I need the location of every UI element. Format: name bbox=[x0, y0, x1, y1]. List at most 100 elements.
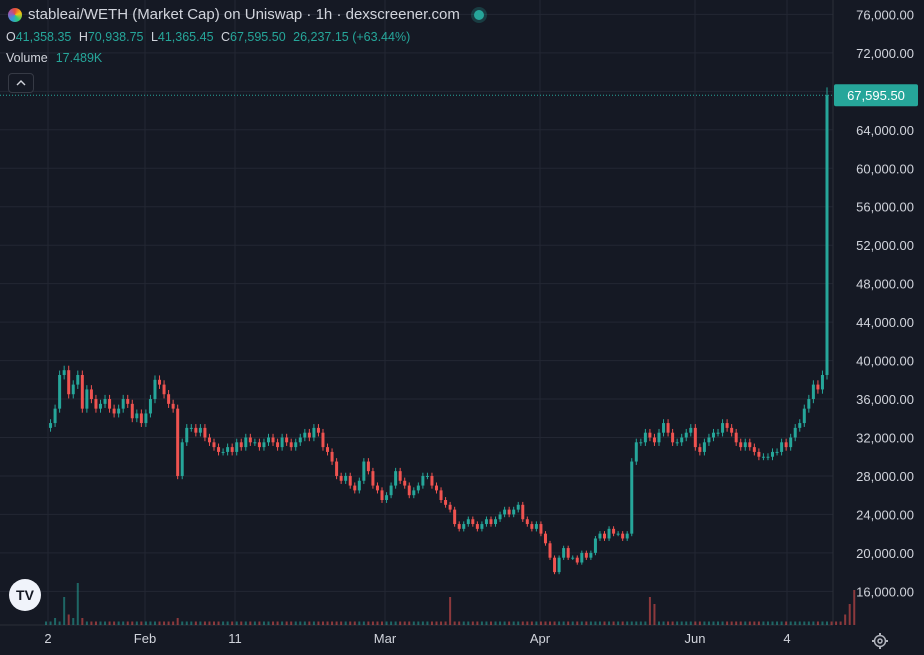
volume-bar bbox=[194, 621, 197, 625]
volume-bar bbox=[848, 604, 851, 625]
volume-bar bbox=[517, 621, 520, 625]
volume-bar bbox=[594, 621, 597, 625]
candle-body bbox=[548, 543, 552, 558]
candle-body bbox=[98, 403, 102, 409]
candle-body bbox=[802, 408, 806, 424]
volume-bar bbox=[580, 621, 583, 625]
volume-bar bbox=[135, 621, 138, 625]
gear-icon[interactable] bbox=[871, 632, 889, 650]
candle-body bbox=[662, 423, 666, 433]
candle-body bbox=[684, 432, 688, 438]
volume-bar bbox=[717, 621, 720, 625]
candle-body bbox=[621, 533, 625, 539]
low-value: 41,365.45 bbox=[157, 30, 214, 44]
candle-body bbox=[430, 475, 434, 486]
volume-bar bbox=[662, 621, 665, 625]
candle-body bbox=[607, 528, 611, 539]
volume-bar bbox=[553, 621, 556, 625]
volume-bar bbox=[190, 621, 193, 625]
candle-body bbox=[798, 423, 802, 428]
candle-body bbox=[543, 533, 547, 544]
volume-bar bbox=[712, 621, 715, 625]
candle-body bbox=[675, 442, 679, 444]
candle-body bbox=[448, 504, 452, 510]
candle-body bbox=[698, 447, 702, 452]
candle-body bbox=[135, 413, 139, 419]
candle-body bbox=[512, 509, 516, 515]
volume-bar bbox=[276, 621, 279, 625]
volume-bar bbox=[408, 621, 411, 625]
candle-body bbox=[507, 509, 511, 515]
volume-label: Volume bbox=[6, 51, 48, 65]
volume-bar bbox=[739, 621, 742, 625]
candle-body bbox=[643, 432, 647, 443]
volume-bar bbox=[462, 621, 465, 625]
candle-body bbox=[403, 480, 407, 486]
candle-body bbox=[248, 437, 252, 443]
candle-body bbox=[784, 442, 788, 448]
volume-bar bbox=[680, 621, 683, 625]
volume-bar bbox=[803, 621, 806, 625]
volume-bar bbox=[67, 614, 70, 625]
volume-bar bbox=[467, 621, 470, 625]
volume-bar bbox=[621, 621, 624, 625]
candle-body bbox=[589, 552, 593, 558]
volume-bar bbox=[585, 621, 588, 625]
volume-bar bbox=[494, 621, 497, 625]
volume-value: 17.489K bbox=[55, 51, 103, 65]
candle-body bbox=[58, 375, 62, 409]
candle-body bbox=[126, 399, 130, 404]
volume-bar bbox=[480, 621, 483, 625]
volume-bar bbox=[108, 621, 111, 625]
volume-bar bbox=[807, 621, 810, 625]
last-price-label: 67,595.50 bbox=[847, 88, 905, 103]
candle-body bbox=[366, 461, 370, 472]
volume-bar bbox=[435, 621, 438, 625]
candle-body bbox=[761, 456, 765, 458]
candle-body bbox=[711, 432, 715, 438]
candle-body bbox=[466, 519, 470, 525]
volume-bar bbox=[694, 621, 697, 625]
volume-bar bbox=[453, 621, 456, 625]
candle-body bbox=[221, 451, 225, 453]
volume-bar bbox=[63, 597, 66, 625]
ohlc-readout: O41,358.35 H70,938.75 L41,365.45 C67,595… bbox=[6, 30, 414, 44]
volume-bar bbox=[181, 621, 184, 625]
x-tick-label: Jun bbox=[685, 631, 706, 646]
x-tick-label: 4 bbox=[783, 631, 790, 646]
candle-body bbox=[307, 432, 311, 438]
volume-bar bbox=[294, 621, 297, 625]
collapse-legend-button[interactable] bbox=[8, 73, 34, 93]
tradingview-logo-icon[interactable]: TV bbox=[9, 579, 41, 611]
volume-bar bbox=[780, 621, 783, 625]
candle-body bbox=[353, 485, 357, 491]
candle-body bbox=[421, 475, 425, 486]
candle-body bbox=[362, 461, 366, 481]
candle-body bbox=[167, 394, 171, 404]
volume-bar bbox=[603, 621, 606, 625]
candle-body bbox=[702, 442, 706, 452]
y-tick-label: 24,000.00 bbox=[856, 507, 914, 522]
candle-body bbox=[103, 399, 107, 404]
volume-bar bbox=[476, 621, 479, 625]
volume-bar bbox=[776, 621, 779, 625]
candle-body bbox=[516, 504, 520, 510]
y-tick-label: 60,000.00 bbox=[856, 161, 914, 176]
volume-bar bbox=[331, 621, 334, 625]
volume-bar bbox=[290, 621, 293, 625]
y-tick-label: 16,000.00 bbox=[856, 584, 914, 599]
candle-body bbox=[357, 480, 361, 491]
volume-bar bbox=[608, 621, 611, 625]
candle-body bbox=[648, 432, 652, 438]
volume-bar bbox=[617, 621, 620, 625]
volume-readout: Volume 17.489K bbox=[6, 51, 102, 65]
volume-bar bbox=[839, 621, 842, 625]
volume-bar bbox=[844, 614, 847, 625]
volume-bar bbox=[235, 621, 238, 625]
candle-body bbox=[257, 442, 261, 448]
candle-body bbox=[475, 524, 479, 529]
volume-bar bbox=[671, 621, 674, 625]
volume-bar bbox=[267, 621, 270, 625]
candle-body bbox=[253, 442, 257, 444]
